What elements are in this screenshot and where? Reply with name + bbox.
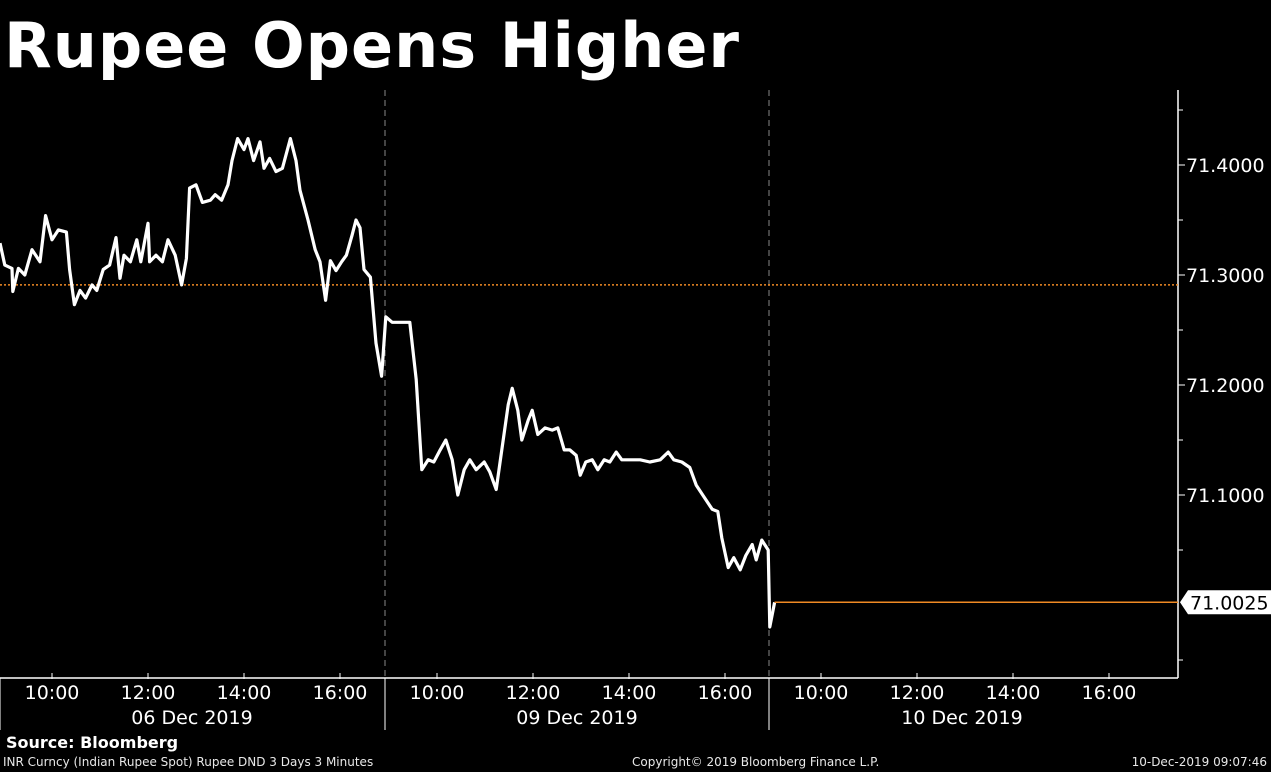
chart-title: Rupee Opens Higher (4, 9, 740, 82)
x-tick-label: 14:00 (986, 682, 1041, 704)
x-tick-label: 12:00 (506, 682, 561, 704)
x-tick-label: 10:00 (410, 682, 465, 704)
x-tick-label: 16:00 (1082, 682, 1137, 704)
x-tick-label: 14:00 (602, 682, 657, 704)
x-tick-label: 10:00 (794, 682, 849, 704)
y-tick-label: 71.3000 (1186, 265, 1265, 287)
x-tick-label: 12:00 (890, 682, 945, 704)
x-tick-label: 10:00 (25, 682, 80, 704)
price-line (0, 137, 777, 629)
x-tick-label: 16:00 (698, 682, 753, 704)
copyright: Copyright© 2019 Bloomberg Finance L.P. (632, 755, 880, 769)
date-label: 09 Dec 2019 (516, 707, 637, 729)
security-description: INR Curncy (Indian Rupee Spot) Rupee DND… (3, 755, 374, 769)
x-tick-label: 14:00 (217, 682, 272, 704)
y-tick-label: 71.4000 (1186, 155, 1265, 177)
date-label: 10 Dec 2019 (901, 707, 1022, 729)
date-label: 06 Dec 2019 (131, 707, 252, 729)
x-tick-label: 16:00 (313, 682, 368, 704)
source-label: Source: Bloomberg (6, 733, 179, 752)
last-value-label: 71.0025 (1190, 592, 1269, 614)
last-value-badge (1180, 590, 1271, 615)
timestamp: 10-Dec-2019 09:07:46 (1131, 755, 1267, 769)
x-tick-label: 12:00 (121, 682, 176, 704)
y-tick-label: 71.1000 (1186, 485, 1265, 507)
y-tick-label: 71.2000 (1186, 375, 1265, 397)
